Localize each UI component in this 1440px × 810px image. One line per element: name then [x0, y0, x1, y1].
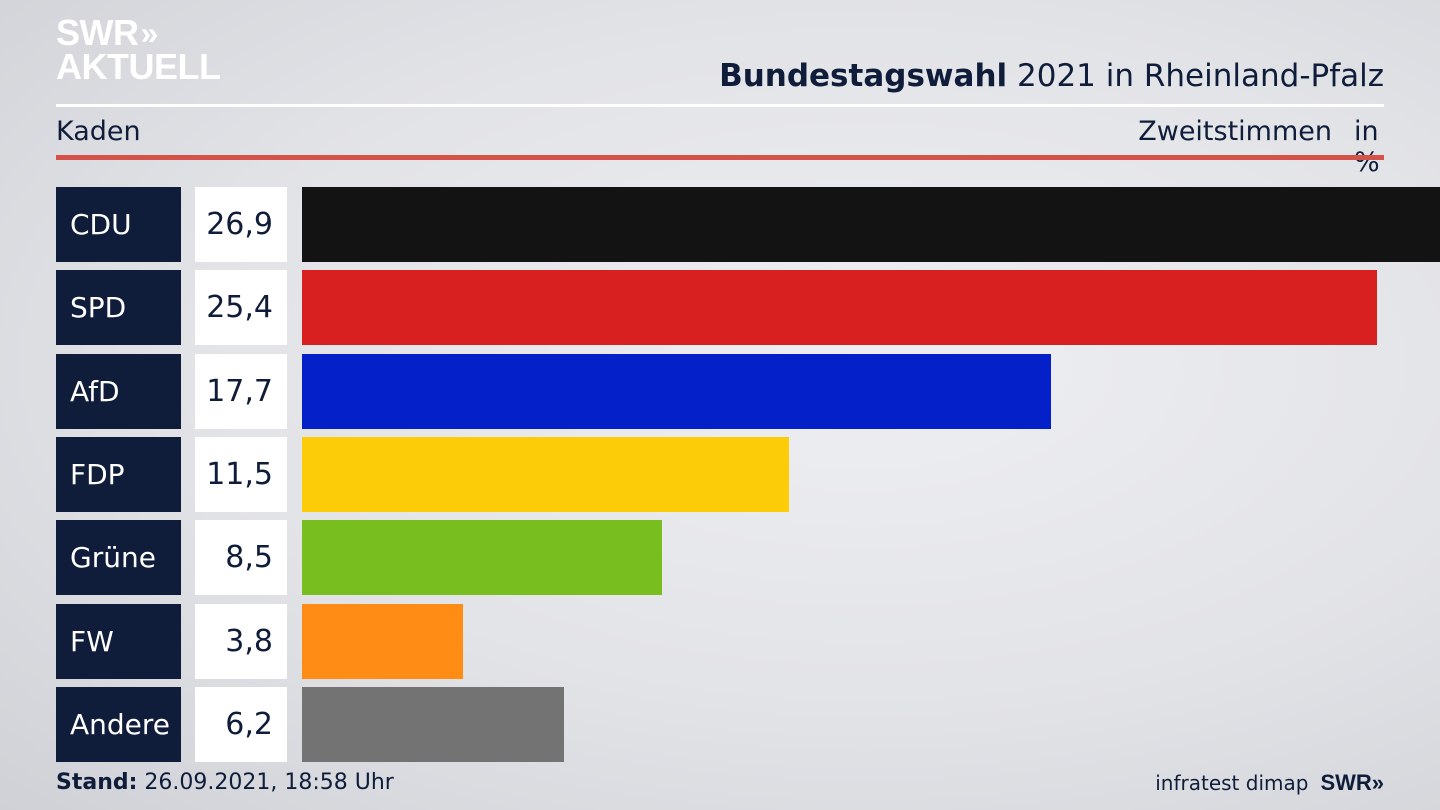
value-label: 25,4 — [195, 270, 287, 346]
bar — [302, 520, 662, 596]
source-credit: infratest dimap SWR» — [1155, 770, 1384, 796]
bar — [302, 187, 1440, 262]
unit-label: in % — [1354, 116, 1380, 178]
value-label: 6,2 — [195, 686, 287, 762]
timestamp-label: Stand: — [56, 770, 138, 795]
logo-swr-text: SWR — [56, 12, 139, 53]
region-label: Kaden — [56, 116, 141, 147]
party-label: FW — [56, 603, 181, 679]
value-label: 26,9 — [195, 187, 287, 262]
value-label: 17,7 — [195, 353, 287, 429]
accent-divider — [56, 155, 1384, 160]
swr-footer-logo: SWR» — [1320, 770, 1384, 795]
value-label: 3,8 — [195, 603, 287, 679]
value-label: 8,5 — [195, 520, 287, 596]
measure-label: Zweitstimmen — [1138, 116, 1332, 147]
bar — [302, 603, 463, 679]
bar — [302, 353, 1051, 429]
party-label: FDP — [56, 436, 181, 512]
swr-aktuell-logo: SWR » AKTUELL — [56, 12, 221, 87]
logo-aktuell-text: AKTUELL — [56, 46, 221, 87]
chart-title-rest: 2021 in Rheinland-Pfalz — [1007, 58, 1384, 94]
timestamp: Stand: 26.09.2021, 18:58 Uhr — [56, 770, 394, 795]
source-text: infratest dimap — [1155, 771, 1309, 795]
bar — [302, 436, 789, 512]
bar — [302, 270, 1377, 346]
party-label: Andere — [56, 686, 181, 762]
header-divider — [56, 104, 1384, 107]
logo-chevron-icon: » — [140, 15, 159, 51]
party-label: SPD — [56, 270, 181, 346]
chart-title: Bundestagswahl 2021 in Rheinland-Pfalz — [719, 58, 1384, 94]
timestamp-value: 26.09.2021, 18:58 Uhr — [137, 770, 394, 795]
party-label: CDU — [56, 187, 181, 262]
bar — [302, 686, 564, 762]
party-label: Grüne — [56, 520, 181, 596]
party-label: AfD — [56, 353, 181, 429]
chart-title-bold: Bundestagswahl — [719, 58, 1008, 94]
value-label: 11,5 — [195, 436, 287, 512]
